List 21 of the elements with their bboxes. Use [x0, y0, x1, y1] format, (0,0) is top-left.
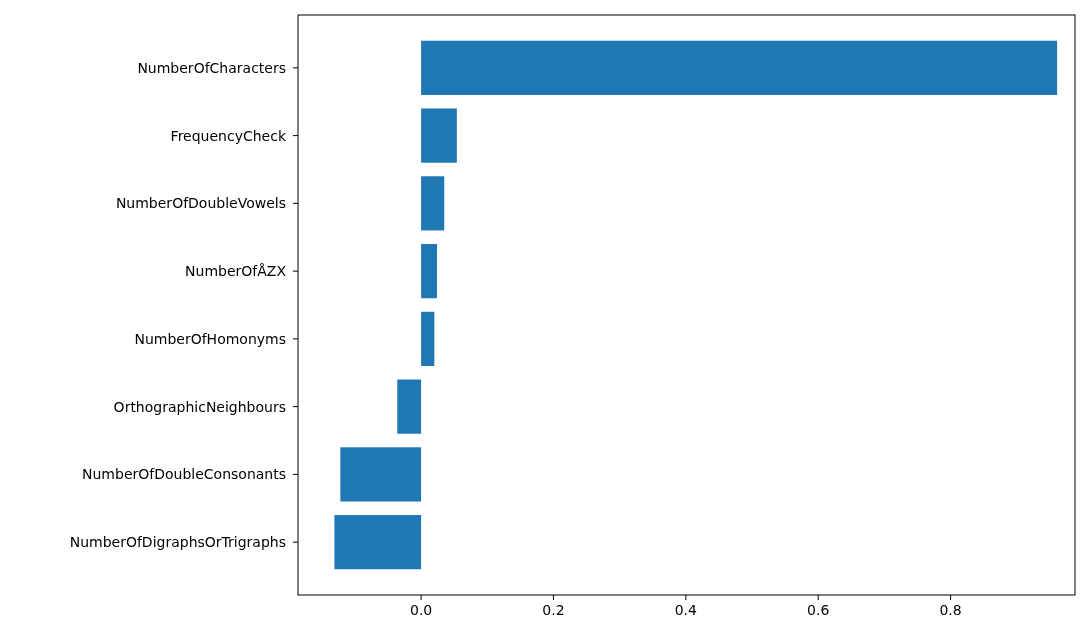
bar — [340, 447, 422, 502]
x-tick-label: 0.4 — [674, 602, 698, 618]
y-tick-label: NumberOfHomonyms — [134, 330, 286, 347]
bar — [421, 108, 457, 163]
x-tick-label: 0.8 — [939, 602, 962, 618]
y-tick-label: NumberOfDoubleConsonants — [82, 466, 286, 483]
bar — [397, 379, 422, 434]
y-tick-label: NumberOfCharacters — [137, 59, 286, 76]
y-tick-label: FrequencyCheck — [170, 127, 287, 144]
bar — [421, 176, 445, 231]
x-tick-label: 0.2 — [542, 602, 565, 618]
x-tick-label: 0.6 — [807, 602, 830, 618]
y-tick-label: NumberOfÅZX — [185, 263, 287, 280]
y-tick-label: OrthographicNeighbours — [113, 398, 286, 415]
bar — [421, 244, 437, 299]
bar — [421, 40, 1058, 95]
bar — [421, 311, 435, 366]
y-tick-label: NumberOfDigraphsOrTrigraphs — [69, 534, 286, 551]
y-tick-label: NumberOfDoubleVowels — [115, 195, 286, 212]
x-tick-label: 0.0 — [409, 602, 433, 618]
bar — [334, 515, 422, 570]
